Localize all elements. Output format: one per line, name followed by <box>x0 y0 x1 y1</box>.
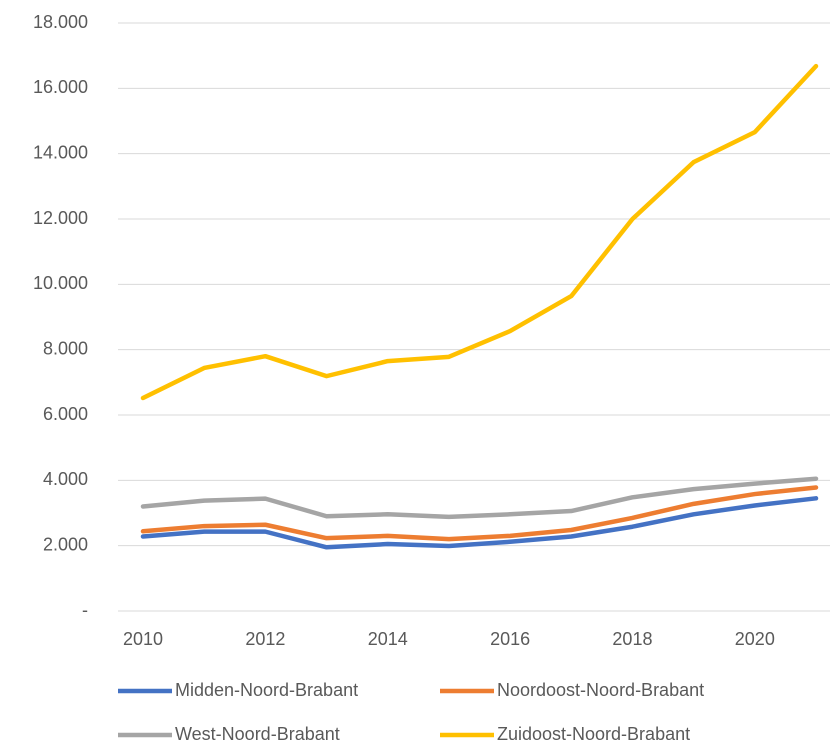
series-line <box>140 485 819 542</box>
y-tick-label: 6.000 <box>43 404 88 424</box>
x-tick-label: 2016 <box>490 629 530 649</box>
series-line <box>140 496 819 550</box>
legend-label: Noordoost-Noord-Brabant <box>497 680 704 700</box>
x-tick-label: 2012 <box>245 629 285 649</box>
legend-label: Zuidoost-Noord-Brabant <box>497 724 690 744</box>
series-line <box>140 476 819 520</box>
y-tick-label: 10.000 <box>33 273 88 293</box>
series-line <box>140 63 819 401</box>
y-tick-label: 14.000 <box>33 142 88 162</box>
x-tick-label: 2014 <box>368 629 408 649</box>
y-tick-label: 8.000 <box>43 338 88 358</box>
y-tick-label: 16.000 <box>33 77 88 97</box>
legend-label: West-Noord-Brabant <box>175 724 340 744</box>
y-tick-label: 18.000 <box>33 12 88 32</box>
x-tick-label: 2020 <box>735 629 775 649</box>
y-tick-label: 2.000 <box>43 534 88 554</box>
x-tick-label: 2010 <box>123 629 163 649</box>
x-tick-label: 2018 <box>612 629 652 649</box>
y-tick-label: - <box>82 600 88 620</box>
y-tick-label: 4.000 <box>43 469 88 489</box>
legend-label: Midden-Noord-Brabant <box>175 680 358 700</box>
y-tick-label: 12.000 <box>33 208 88 228</box>
